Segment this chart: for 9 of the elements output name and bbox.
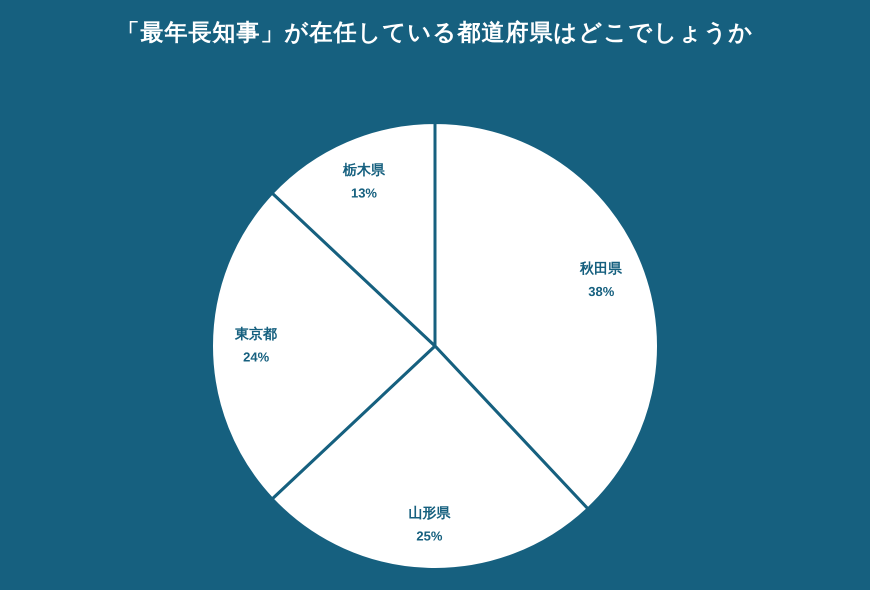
data-label: 13% <box>350 185 378 200</box>
slice-label: 栃木県 <box>342 162 386 179</box>
data-label: 25% <box>416 528 443 544</box>
chart-title: 「最年長知事」が在任している都道府県はどこでしょうか <box>116 19 754 48</box>
slice-label: 秋田県 <box>579 260 624 277</box>
data-label: 38% <box>588 284 615 299</box>
data-label: 24% <box>243 350 270 365</box>
slice-label: 山形県 <box>408 505 452 522</box>
slice-label: 東京都 <box>234 326 278 343</box>
